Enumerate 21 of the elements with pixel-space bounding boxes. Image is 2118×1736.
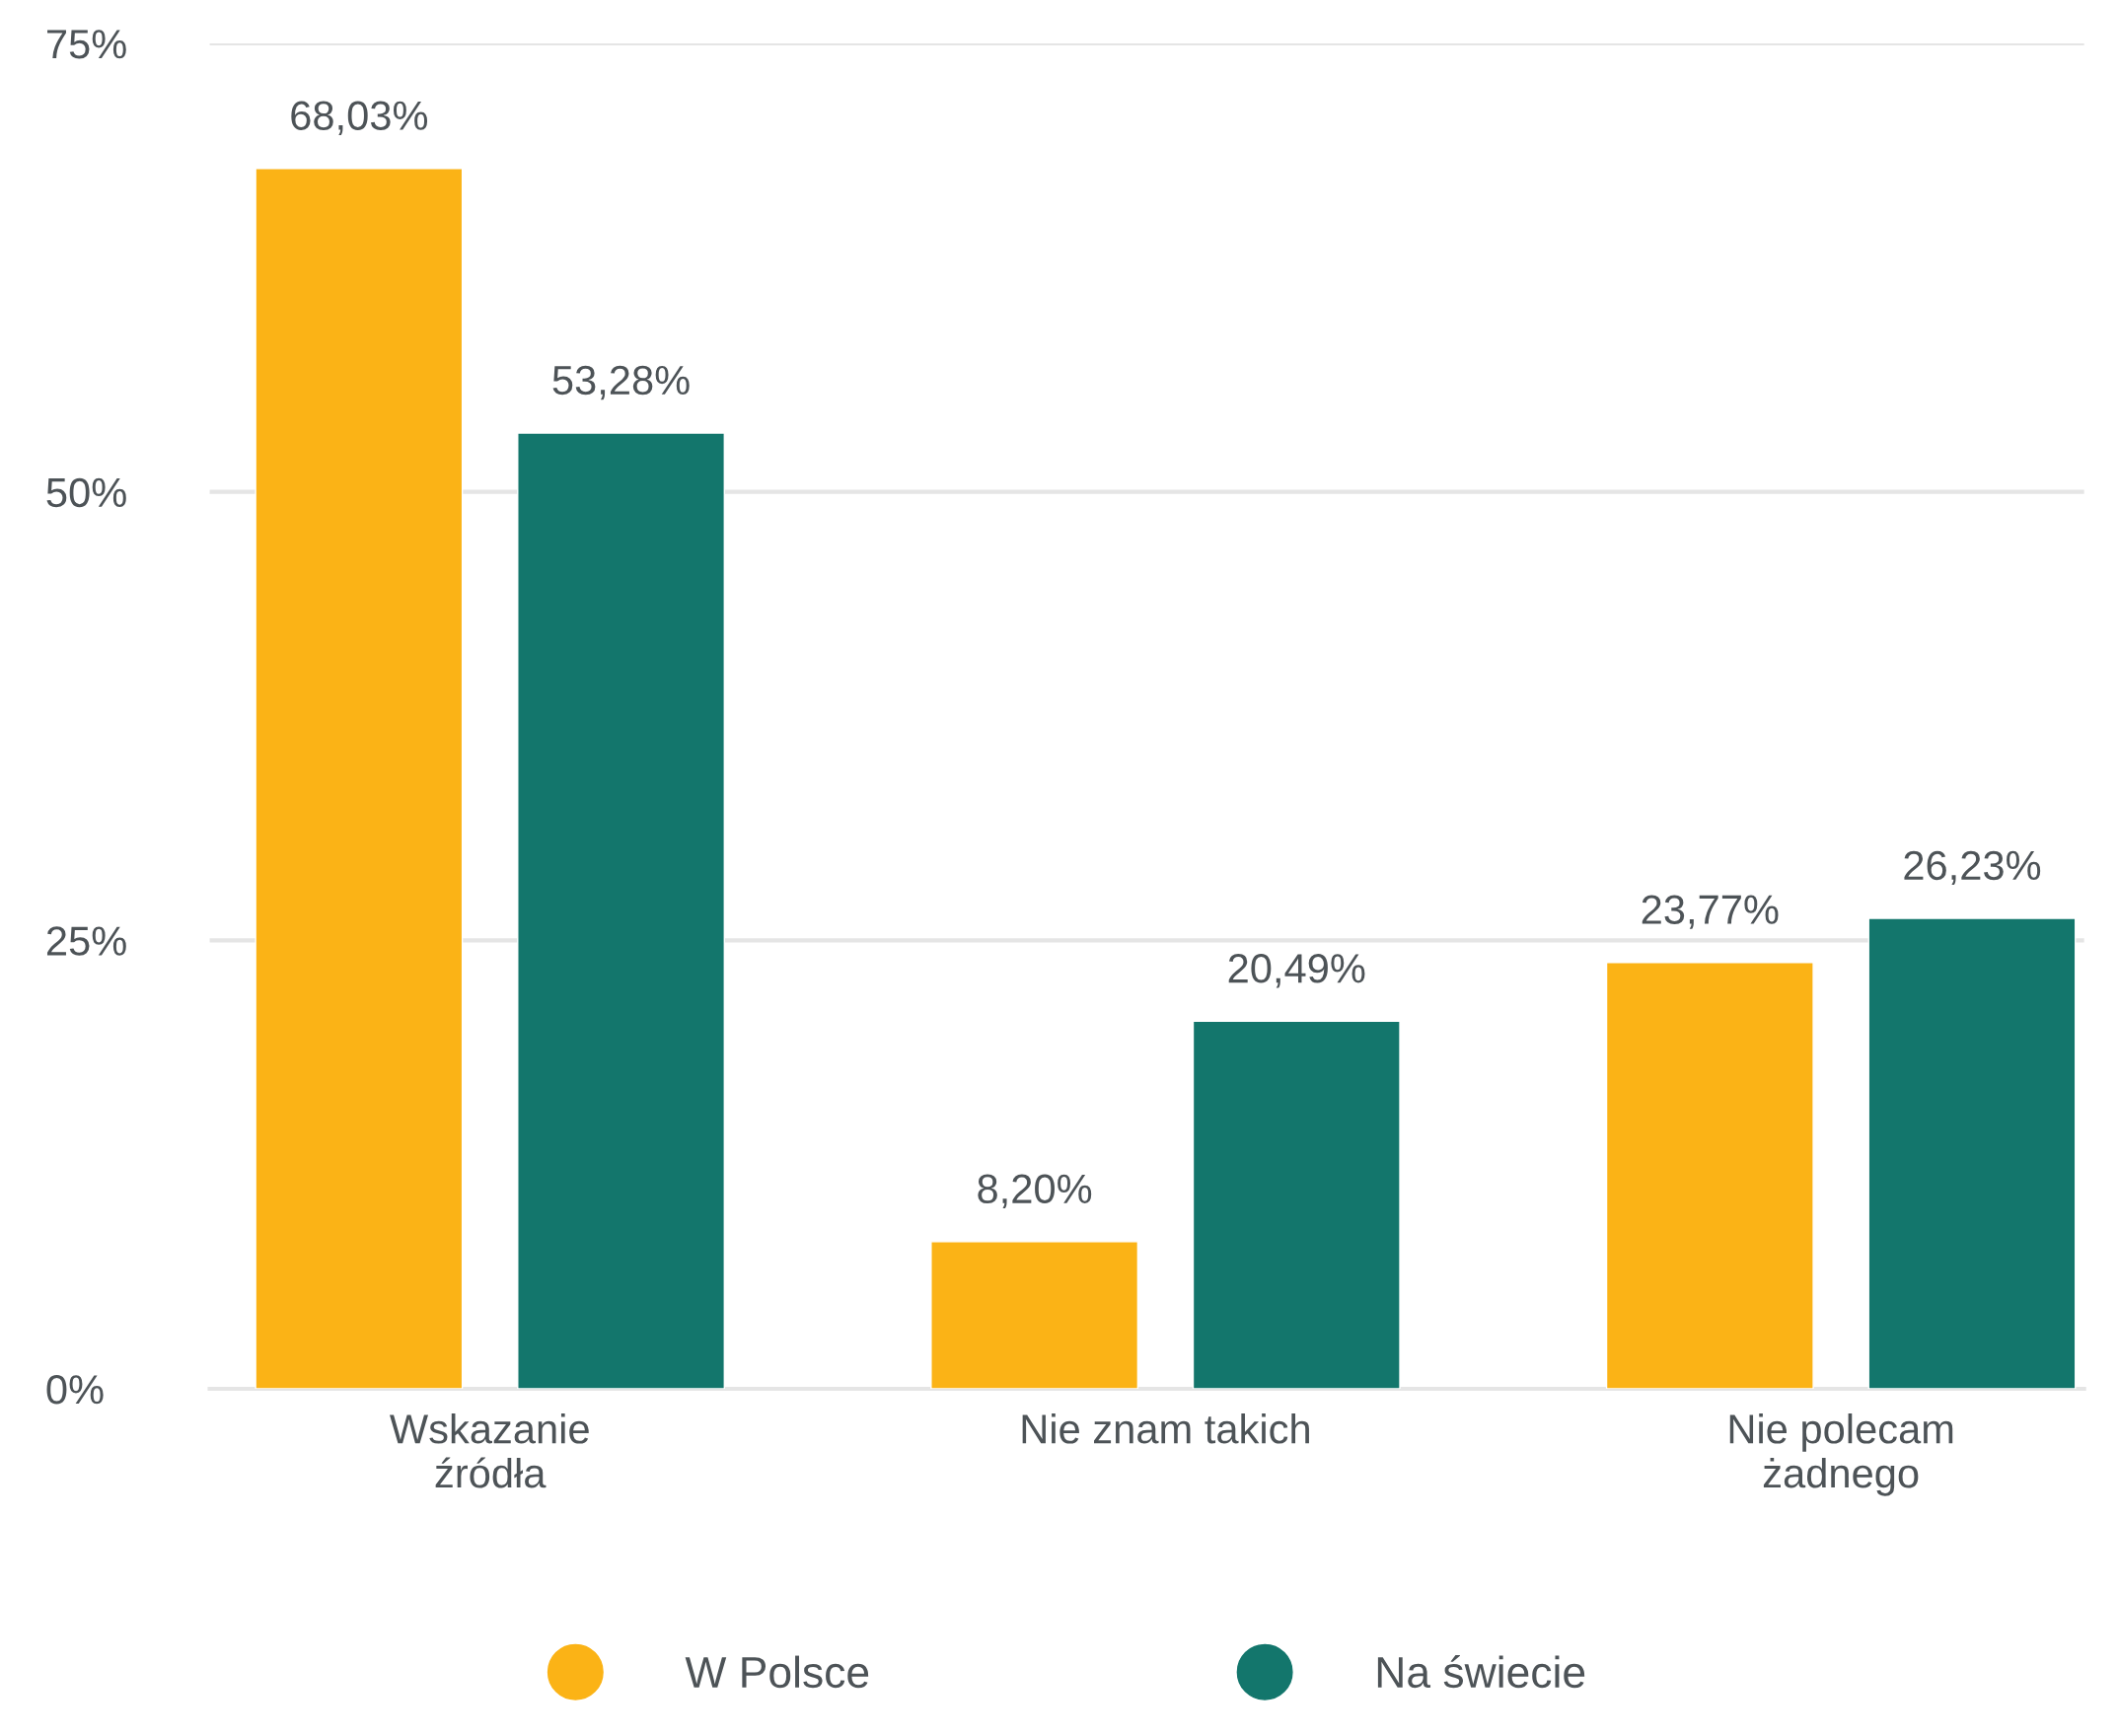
data-label: 68,03% [291,101,428,135]
data-label: 23,77% [1642,895,1779,929]
data-label: 26,23% [1904,850,2041,886]
y-tick-label: 50% [46,477,126,508]
x-tick-label: Nie znam takich [1022,1413,1309,1444]
x-tick-label: Wskazanie źródła [390,1413,589,1488]
legend-label: Na świecie [1377,1655,1585,1689]
bar [1605,962,1814,1389]
bar [517,432,726,1389]
bar [930,1241,1139,1389]
bar [1192,1020,1401,1389]
data-label: 8,20% [978,1174,1092,1208]
data-label: 20,49% [1228,954,1365,988]
legend-label: W Polsce [685,1655,869,1689]
y-tick-label: 25% [46,926,126,956]
bar [1867,917,2077,1389]
data-label: 53,28% [552,365,690,400]
y-tick-label: 75% [47,30,126,59]
x-tick-label: Nie polecam żadnego [1729,1413,1953,1496]
y-tick-label: 0% [46,1375,104,1405]
bar [255,168,464,1389]
